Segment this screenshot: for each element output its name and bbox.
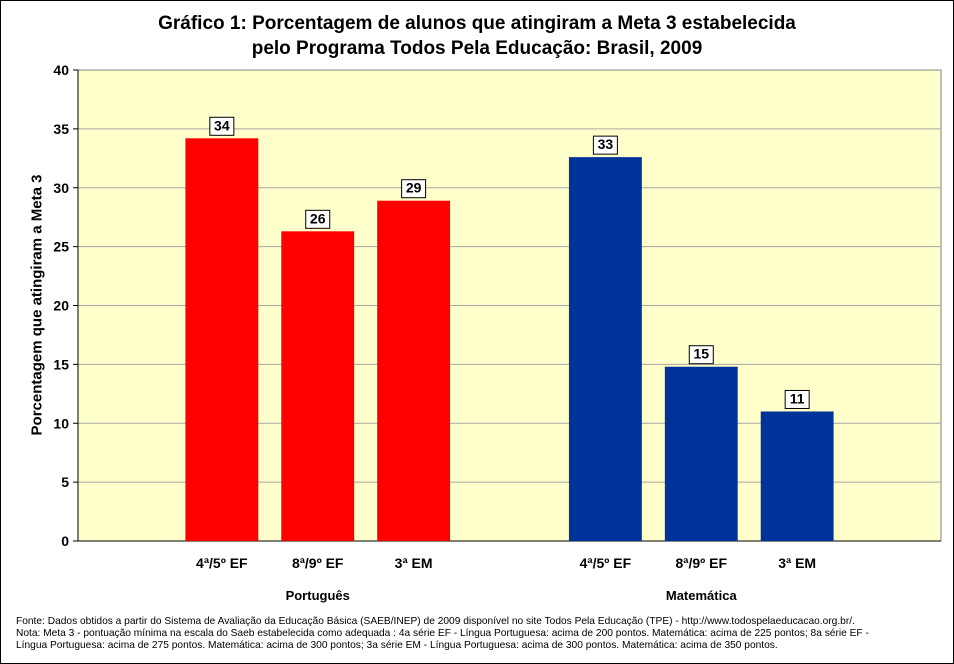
x-category-label: 8ª/9º EF bbox=[292, 555, 344, 571]
chart-title-line-2: pelo Programa Todos Pela Educação: Brasi… bbox=[251, 38, 703, 59]
x-category-label: 4ª/5º EF bbox=[580, 555, 632, 571]
y-tick-label: 30 bbox=[53, 180, 69, 196]
chart-title-line-1: Gráfico 1: Porcentagem de alunos que ati… bbox=[158, 13, 796, 34]
bar bbox=[664, 366, 738, 541]
data-label: 11 bbox=[790, 390, 805, 406]
bar bbox=[568, 157, 642, 541]
y-tick-label: 0 bbox=[61, 533, 69, 549]
x-category-label: 4ª/5º EF bbox=[196, 555, 248, 571]
bar bbox=[760, 411, 834, 541]
data-label-box bbox=[688, 345, 714, 365]
bar bbox=[185, 138, 259, 542]
y-tick-label: 10 bbox=[53, 415, 69, 431]
x-category-label: 3ª EM bbox=[778, 555, 816, 571]
x-group-label: Matemática bbox=[666, 588, 738, 603]
chart-footer: Fonte: Dados obtidos a partir do Sistema… bbox=[16, 616, 936, 652]
data-label: 34 bbox=[214, 117, 230, 133]
bar bbox=[281, 231, 355, 541]
footer-note-2: Língua Portuguesa: acima de 275 pontos. … bbox=[16, 640, 778, 651]
x-category-label: 8ª/9º EF bbox=[676, 555, 728, 571]
y-tick-label: 40 bbox=[53, 62, 69, 78]
data-label-box bbox=[305, 209, 331, 229]
data-label-box bbox=[209, 116, 235, 136]
data-label-box bbox=[401, 179, 427, 199]
footer-source: Fonte: Dados obtidos a partir do Sistema… bbox=[16, 616, 855, 627]
y-tick-label: 5 bbox=[61, 474, 69, 490]
y-tick-label: 15 bbox=[53, 356, 69, 372]
y-tick-label: 20 bbox=[53, 298, 69, 314]
bar bbox=[377, 200, 451, 541]
data-label: 33 bbox=[598, 136, 614, 152]
data-label: 15 bbox=[693, 346, 709, 362]
data-label-box bbox=[592, 135, 618, 155]
data-label-box bbox=[784, 389, 810, 409]
chart-title: Gráfico 1: Porcentagem de alunos que ati… bbox=[0, 11, 954, 61]
y-tick-label: 25 bbox=[53, 239, 69, 255]
y-tick-label: 35 bbox=[53, 121, 69, 137]
data-label: 26 bbox=[310, 210, 326, 226]
footer-note-1: Nota: Meta 3 - pontuação mínima na escal… bbox=[16, 628, 869, 639]
data-label: 29 bbox=[406, 180, 422, 196]
x-group-label: Português bbox=[286, 588, 350, 603]
x-category-label: 3ª EM bbox=[395, 555, 433, 571]
